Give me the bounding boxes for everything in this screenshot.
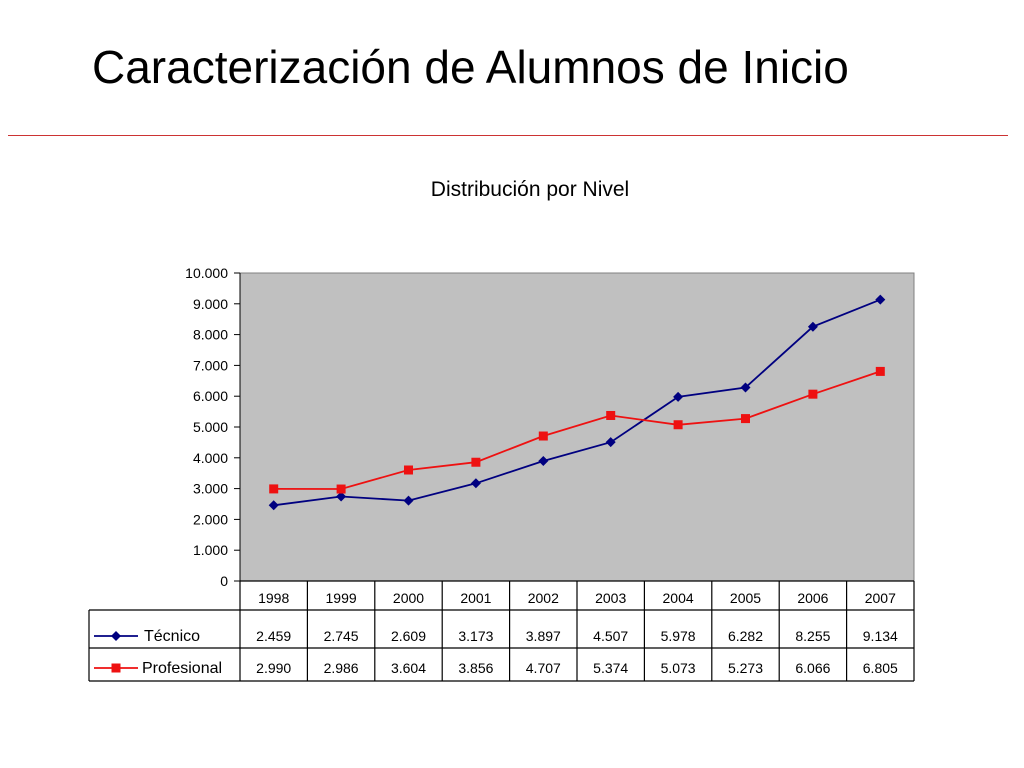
- data-point-square: [673, 420, 683, 430]
- x-category-label: 2005: [730, 590, 761, 606]
- y-tick-label: 8.000: [193, 327, 228, 343]
- chart-title: Distribución por Nivel: [431, 178, 629, 201]
- y-tick-label: 5.000: [193, 419, 228, 435]
- legend-marker-square: [111, 663, 121, 673]
- data-point-diamond: [807, 321, 818, 332]
- data-point-diamond: [740, 382, 751, 393]
- title-divider: [8, 135, 1008, 136]
- data-table-value: 3.604: [391, 660, 426, 676]
- legend-marker-diamond: [111, 631, 121, 641]
- data-table-value: 5.978: [661, 628, 696, 644]
- data-point-square: [606, 410, 616, 420]
- data-table-value: 9.134: [863, 628, 898, 644]
- y-tick-label: 0: [220, 573, 228, 589]
- x-category-label: 2001: [460, 590, 491, 606]
- y-tick-label: 4.000: [193, 450, 228, 466]
- data-table-value: 6.282: [728, 628, 763, 644]
- x-category-label: 2000: [393, 590, 424, 606]
- data-table-value: 8.255: [795, 628, 830, 644]
- x-category-label: 2003: [595, 590, 626, 606]
- data-point-square: [269, 484, 279, 494]
- data-table-value: 5.073: [661, 660, 696, 676]
- x-category-label: 2007: [865, 590, 896, 606]
- data-point-diamond: [875, 294, 886, 305]
- data-point-square: [404, 465, 413, 475]
- data-table-value: 3.856: [458, 660, 493, 676]
- data-point-diamond: [336, 491, 347, 502]
- series-line: [273, 298, 881, 507]
- data-point-square: [471, 457, 481, 467]
- y-axis: 0 1.000 2.000 3.000 4.000 5.000 6.000 7.000 8.00…: [185, 265, 241, 589]
- x-category-label: 2004: [663, 590, 694, 606]
- x-category-label: 2006: [797, 590, 828, 606]
- data-table-value: 6.066: [795, 660, 830, 676]
- data-point-square: [875, 366, 885, 376]
- data-point-square: [741, 414, 750, 424]
- data-point-diamond: [403, 495, 414, 506]
- series-line: [273, 370, 881, 490]
- y-tick-label: 7.000: [193, 357, 228, 373]
- data-table-value: 4.707: [526, 660, 561, 676]
- x-category-label: 1999: [326, 590, 357, 606]
- data-table-value: 6.805: [863, 660, 898, 676]
- legend-label: Profesional: [142, 660, 222, 677]
- data-point-diamond: [268, 500, 279, 511]
- data-table-value: 5.374: [593, 660, 628, 676]
- data-table-value: 3.897: [526, 628, 561, 644]
- data-table-value: 4.507: [593, 628, 628, 644]
- legend-label: Técnico: [144, 628, 200, 645]
- data-table: 1998 1999 2000 2001 2002 2003 2004 2005 2006 2007…: [88, 580, 915, 682]
- data-point-diamond: [538, 455, 549, 466]
- y-tick-label: 6.000: [193, 388, 228, 404]
- data-table-value: 5.273: [728, 660, 763, 676]
- data-point-square: [808, 389, 818, 399]
- series-lines: [268, 294, 886, 511]
- y-tick-label: 10.000: [185, 265, 228, 281]
- data-point-square: [538, 431, 548, 441]
- data-point-diamond: [470, 478, 481, 489]
- x-category-label: 2002: [528, 590, 559, 606]
- data-table-value: 2.986: [324, 660, 359, 676]
- data-table-value: 2.990: [256, 660, 291, 676]
- plot-area: [239, 272, 915, 582]
- data-table-value: 2.609: [391, 628, 426, 644]
- data-table-value: 3.173: [458, 628, 493, 644]
- x-category-label: 1998: [258, 590, 289, 606]
- slide-title: Caracterización de Alumnos de Inicio: [92, 41, 849, 93]
- data-table-value: 2.745: [324, 628, 359, 644]
- data-point-square: [336, 484, 346, 494]
- data-point-diamond: [673, 391, 684, 402]
- y-tick-label: 2.000: [193, 511, 228, 527]
- y-tick-label: 3.000: [193, 481, 228, 497]
- y-tick-label: 1.000: [193, 542, 228, 558]
- y-tick-label: 9.000: [193, 296, 228, 312]
- data-table-value: 2.459: [256, 628, 291, 644]
- data-point-diamond: [605, 437, 616, 448]
